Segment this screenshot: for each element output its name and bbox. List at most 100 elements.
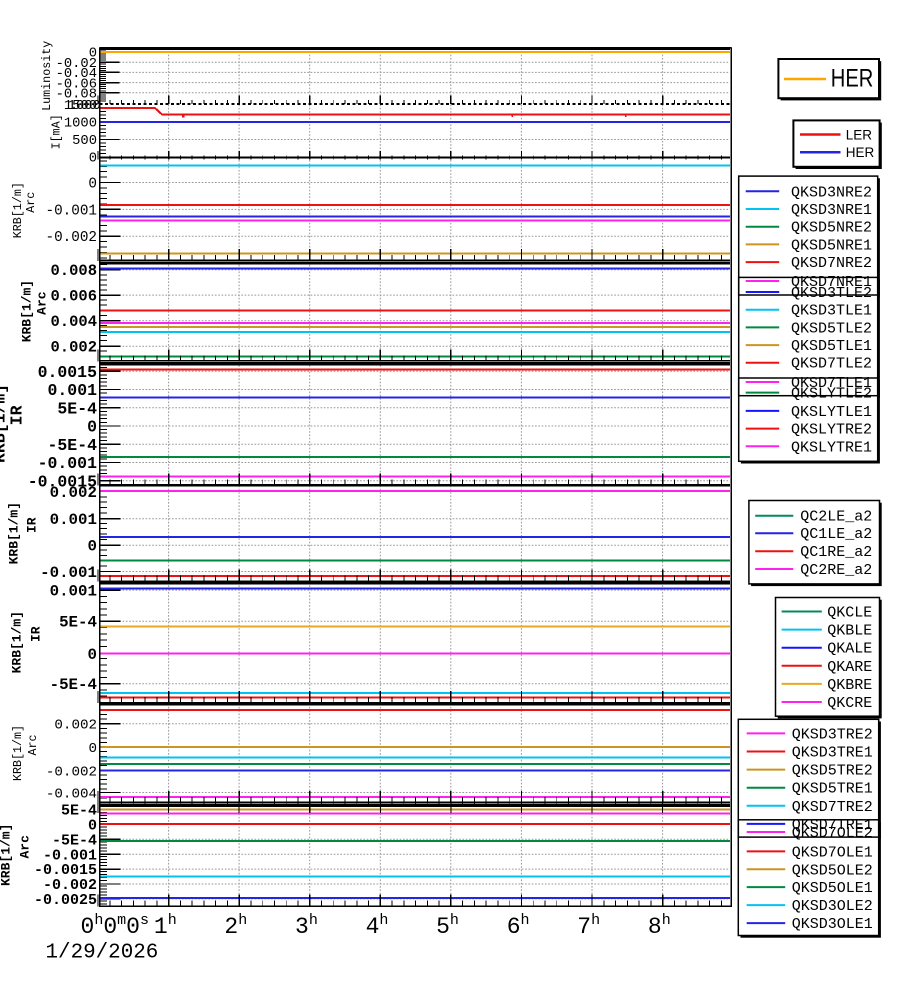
svg-text:-0.002: -0.002 [46,230,97,246]
svg-text:-0.004: -0.004 [46,786,97,802]
svg-text:QC2LE_a2: QC2LE_a2 [800,509,872,526]
svg-text:0: 0 [88,818,97,835]
svg-text:0h0m0s: 0h0m0s [81,912,149,940]
svg-text:KRB[1/m]: KRB[1/m] [0,824,13,886]
svg-text:QKSD5OLE2: QKSD5OLE2 [792,862,873,879]
svg-text:KRB[1/m]: KRB[1/m] [6,502,21,564]
svg-text:0.002: 0.002 [50,484,97,502]
svg-text:0.0015: 0.0015 [38,363,98,382]
svg-text:0.004: 0.004 [50,313,97,331]
svg-text:QKSD5TLE1: QKSD5TLE1 [791,338,872,355]
svg-text:QKSD3NRE1: QKSD3NRE1 [791,202,872,219]
svg-text:-0.08: -0.08 [56,88,97,103]
svg-text:QKSD5NRE1: QKSD5NRE1 [791,237,872,254]
svg-text:0: 0 [88,538,97,556]
svg-text:Arc: Arc [24,192,38,213]
svg-text:QC2RE_a2: QC2RE_a2 [800,562,872,579]
svg-text:QKSD7NRE1: QKSD7NRE1 [791,274,872,291]
svg-text:0.002: 0.002 [54,718,97,734]
svg-text:0: 0 [89,47,97,62]
svg-text:-0.001: -0.001 [38,454,98,473]
svg-text:5E-4: 5E-4 [59,614,97,632]
svg-text:-5E-4: -5E-4 [50,676,98,694]
svg-text:-0.002: -0.002 [43,877,97,894]
svg-text:IR: IR [8,405,27,425]
svg-text:0.002: 0.002 [50,339,97,357]
svg-text:QKSD7TRE1: QKSD7TRE1 [792,817,873,834]
svg-text:QKSD5OLE1: QKSD5OLE1 [792,880,873,897]
svg-text:IR: IR [24,517,39,533]
svg-text:QKSD5TRE1: QKSD5TRE1 [792,781,873,798]
svg-text:QKSD3TLE2: QKSD3TLE2 [791,285,872,302]
svg-text:-0.06: -0.06 [56,77,97,92]
svg-text:QKARE: QKARE [827,659,872,676]
svg-text:KRB[1/m]: KRB[1/m] [19,280,34,342]
svg-text:-0.02: -0.02 [56,57,97,72]
svg-text:QC1LE_a2: QC1LE_a2 [800,526,872,543]
svg-text:QKSD3NRE2: QKSD3NRE2 [791,184,872,201]
svg-text:QKCRE: QKCRE [827,695,872,712]
svg-text:QKSLYTLE1: QKSLYTLE1 [791,404,872,421]
svg-text:0.001: 0.001 [47,381,97,400]
svg-text:0: 0 [88,176,97,192]
svg-text:5E-4: 5E-4 [57,399,97,418]
svg-text:-0.0015: -0.0015 [28,472,97,491]
svg-text:0: 0 [88,646,97,664]
svg-text:0: 0 [88,741,97,757]
svg-text:Arc: Arc [26,734,40,755]
svg-text:KRB[1/m]: KRB[1/m] [9,611,24,673]
svg-text:0.008: 0.008 [50,262,97,280]
svg-text:I[mA]: I[mA] [50,114,64,149]
svg-text:1/29/2026: 1/29/2026 [46,942,159,965]
svg-text:Arc: Arc [17,835,32,859]
svg-text:1500: 1500 [64,99,97,114]
svg-text:1000: 1000 [68,99,101,114]
svg-text:0.006: 0.006 [50,287,97,305]
svg-text:-0.0025: -0.0025 [34,892,97,909]
svg-text:HER: HER [846,145,875,160]
svg-text:QKSD7TLE2: QKSD7TLE2 [791,356,872,373]
svg-text:-0.001: -0.001 [43,847,97,864]
svg-text:-5E-4: -5E-4 [52,832,97,849]
svg-text:QKSD3TLE1: QKSD3TLE1 [791,303,872,320]
svg-text:QKSD5TLE2: QKSD5TLE2 [791,320,872,337]
svg-text:QKSLYTLE2: QKSLYTLE2 [791,386,872,403]
svg-text:-5E-4: -5E-4 [47,436,97,455]
svg-text:QC1RE_a2: QC1RE_a2 [800,544,872,561]
svg-text:KRB[1/m]: KRB[1/m] [11,182,25,238]
svg-text:QKSD5NRE2: QKSD5NRE2 [791,220,872,237]
svg-text:1000: 1000 [64,117,97,132]
svg-text:-0.002: -0.002 [46,764,97,780]
svg-text:QKSD3OLE2: QKSD3OLE2 [792,898,873,915]
svg-text:QKSD7TRE2: QKSD7TRE2 [792,799,873,816]
svg-text:500: 500 [72,134,97,149]
svg-text:5E-4: 5E-4 [61,803,97,820]
svg-text:QKSD7OLE2: QKSD7OLE2 [792,825,873,842]
svg-text:QKBRE: QKBRE [827,677,872,694]
svg-text:QKBLE: QKBLE [827,623,872,640]
svg-text:QKSD3TRE1: QKSD3TRE1 [792,745,873,762]
svg-text:LER: LER [846,127,873,142]
svg-text:0.001: 0.001 [50,511,97,529]
svg-text:-0.001: -0.001 [46,203,97,219]
svg-text:IR: IR [28,626,43,642]
svg-text:-0.04: -0.04 [56,67,97,82]
svg-text:QKSD3TRE2: QKSD3TRE2 [792,726,873,743]
svg-text:0: 0 [89,152,97,167]
svg-text:QKSLYTRE2: QKSLYTRE2 [791,422,872,439]
svg-text:-0.0015: -0.0015 [34,862,97,879]
svg-text:KRB[1/m]: KRB[1/m] [11,725,25,781]
svg-text:-0.001: -0.001 [40,564,97,582]
svg-text:0.001: 0.001 [50,583,97,601]
svg-text:Luminosity: Luminosity [40,41,54,111]
svg-text:QKSD7TLE1: QKSD7TLE1 [791,375,872,392]
svg-text:0: 0 [87,418,97,437]
svg-text:QKSD7OLE1: QKSD7OLE1 [792,844,873,861]
svg-text:KRB[1/m]: KRB[1/m] [0,384,10,463]
svg-text:QKSLYTRE1: QKSLYTRE1 [791,439,872,456]
svg-text:QKSD3OLE1: QKSD3OLE1 [792,916,873,933]
svg-text:QKCLE: QKCLE [827,605,872,622]
svg-text:QKSD7NRE2: QKSD7NRE2 [791,255,872,272]
svg-text:QKSD5TRE2: QKSD5TRE2 [792,763,873,780]
svg-text:Arc: Arc [34,291,49,315]
